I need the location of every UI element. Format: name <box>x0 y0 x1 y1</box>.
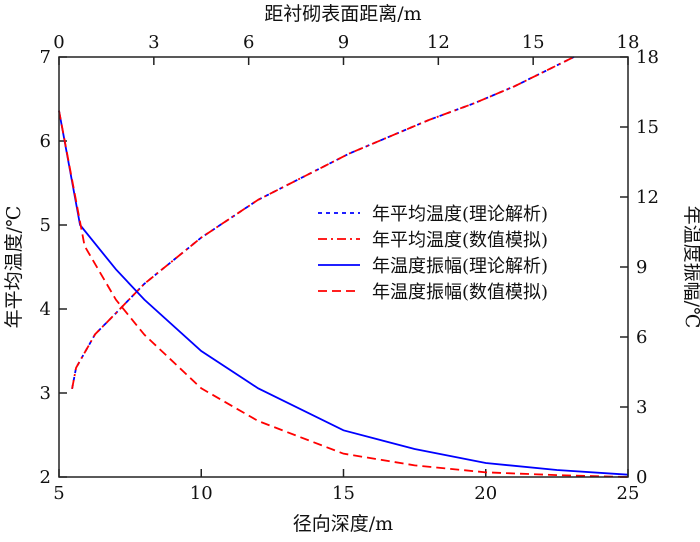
series-line <box>58 110 629 478</box>
x2-tick-label: 15 <box>522 32 545 53</box>
y-tick-label: 4 <box>40 299 51 320</box>
plot-frame <box>58 56 629 478</box>
y-tick-label: 6 <box>40 131 51 152</box>
y2-tick-label: 18 <box>636 47 659 68</box>
x2-tick-label: 9 <box>338 32 349 53</box>
x2-tick-label: 0 <box>53 32 64 53</box>
y2-tick-label: 12 <box>636 187 659 208</box>
y2-tick-label: 3 <box>636 397 647 418</box>
y-tick-label: 7 <box>40 47 51 68</box>
y2-tick-label: 0 <box>636 467 647 488</box>
x2-tick-label: 6 <box>243 32 254 53</box>
x-tick-label: 15 <box>332 483 355 504</box>
y2-axis-label: 年温度振幅/℃ <box>681 206 700 329</box>
legend-label: 年平均温度(数值模拟) <box>372 230 548 251</box>
legend-label: 年平均温度(理论解析) <box>372 204 548 225</box>
series-line <box>71 56 575 389</box>
x2-axis-label: 距衬砌表面距离/m <box>264 3 421 25</box>
y2-tick-label: 15 <box>636 117 659 138</box>
y2-tick-label: 6 <box>636 327 647 348</box>
x2-tick-label: 12 <box>427 32 450 53</box>
x-tick-label: 5 <box>53 483 64 504</box>
y-tick-label: 2 <box>40 467 51 488</box>
x-tick-label: 10 <box>190 483 213 504</box>
y-tick-label: 5 <box>40 215 51 236</box>
x2-tick-label: 18 <box>617 32 640 53</box>
legend-label: 年温度振幅(理论解析) <box>372 256 548 277</box>
series-line <box>58 110 629 476</box>
x-tick-label: 25 <box>617 483 640 504</box>
legend-label: 年温度振幅(数值模拟) <box>372 282 548 303</box>
y2-tick-label: 9 <box>636 257 647 278</box>
y-axis-label: 年平均温度/℃ <box>3 206 25 329</box>
x-axis-label: 径向深度/m <box>293 513 393 535</box>
x2-tick-label: 3 <box>148 32 159 53</box>
x-tick-label: 20 <box>474 483 497 504</box>
y-tick-label: 3 <box>40 383 51 404</box>
